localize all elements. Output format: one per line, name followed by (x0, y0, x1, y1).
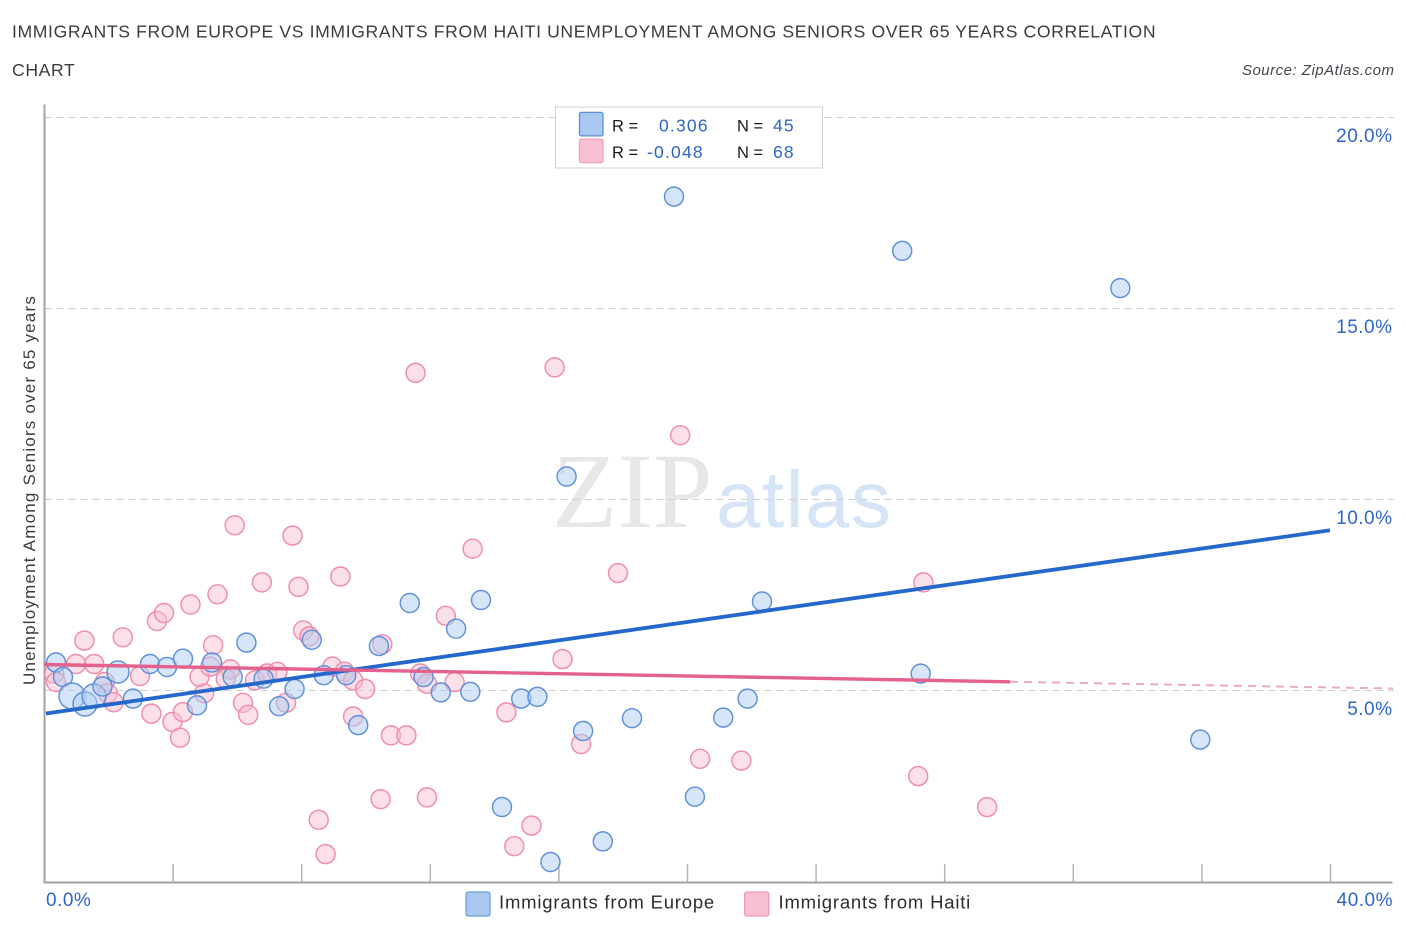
svg-text:R =: R = (612, 118, 638, 136)
svg-text:N =: N = (737, 118, 763, 136)
svg-text:20.0%: 20.0% (1336, 126, 1392, 147)
svg-text:0.0%: 0.0% (46, 890, 91, 911)
svg-text:45: 45 (773, 116, 795, 136)
svg-text:N =: N = (737, 144, 763, 162)
svg-text:Immigrants from Europe: Immigrants from Europe (499, 892, 715, 913)
svg-text:5.0%: 5.0% (1347, 699, 1392, 720)
svg-text:Unemployment Among Seniors ove: Unemployment Among Seniors over 65 years (20, 295, 39, 685)
svg-text:Immigrants from Haiti: Immigrants from Haiti (779, 892, 972, 913)
svg-text:15.0%: 15.0% (1336, 317, 1392, 338)
svg-text:CHART: CHART (12, 60, 75, 80)
svg-text:R =: R = (612, 144, 638, 162)
svg-text:10.0%: 10.0% (1336, 508, 1392, 529)
svg-text:ZIP: ZIP (552, 433, 713, 551)
svg-text:-0.048: -0.048 (647, 142, 704, 162)
svg-text:Source: ZipAtlas.com: Source: ZipAtlas.com (1242, 62, 1395, 79)
svg-text:40.0%: 40.0% (1337, 890, 1393, 911)
svg-text:0.306: 0.306 (659, 116, 709, 136)
svg-text:68: 68 (773, 142, 795, 162)
svg-text:IMMIGRANTS FROM EUROPE VS IMMI: IMMIGRANTS FROM EUROPE VS IMMIGRANTS FRO… (12, 21, 1156, 41)
